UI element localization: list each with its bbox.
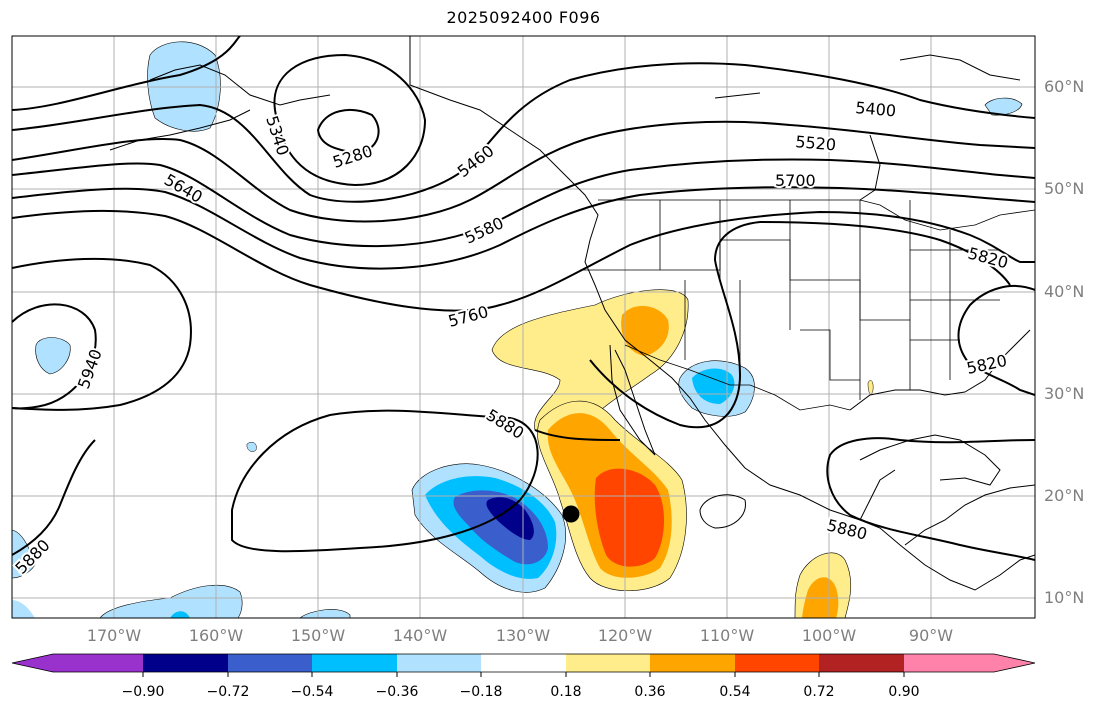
colorbar-bin xyxy=(566,654,650,672)
colorbar-tick-label: −0.36 xyxy=(375,684,419,700)
lon-label-100w: 100°W xyxy=(801,626,857,645)
contour-label: 5520 xyxy=(795,132,837,154)
colorbar-tick-label: −0.72 xyxy=(206,684,250,700)
height-contours xyxy=(12,36,1035,561)
colorbar-tick-label: 0.18 xyxy=(550,684,582,700)
contour-label: 5760 xyxy=(446,302,490,331)
colorbar-min-extend xyxy=(12,654,53,672)
colorbar-tick-label: 0.36 xyxy=(634,684,666,700)
contour-label: 5400 xyxy=(855,98,897,120)
coastlines xyxy=(109,36,1035,591)
colorbar-tick-label: 0.54 xyxy=(719,684,751,700)
political-borders xyxy=(409,36,1035,411)
lon-label-140w: 140°W xyxy=(392,626,448,645)
lat-label-20n: 20°N xyxy=(1044,486,1085,505)
contour-label: 5580 xyxy=(462,213,507,247)
colorbar-bin xyxy=(312,654,397,672)
colorbar-bin xyxy=(481,654,566,672)
lat-label-10n: 10°N xyxy=(1044,588,1085,607)
colorbar-tick-label: −0.90 xyxy=(121,684,165,700)
lon-label-130w: 130°W xyxy=(495,626,551,645)
lon-label-120w: 120°W xyxy=(597,626,653,645)
contour-label: 5640 xyxy=(161,170,206,207)
colorbar-tick-label: 0.90 xyxy=(888,684,920,700)
contour-label: 5460 xyxy=(454,141,498,181)
colorbar-tick-label: −0.18 xyxy=(459,684,503,700)
contour-label: 5820 xyxy=(965,351,1009,378)
colorbar-bin xyxy=(397,654,481,672)
colorbar-max-extend xyxy=(994,654,1035,672)
contour-label: 5280 xyxy=(330,141,375,172)
colorbar-tick-label: 0.72 xyxy=(803,684,835,700)
contour-label: 5700 xyxy=(775,171,816,190)
lon-label-170w: 170°W xyxy=(86,626,142,645)
lon-label-110w: 110°W xyxy=(699,626,755,645)
map-title: 2025092400 F096 xyxy=(446,8,601,27)
colorbar-bin xyxy=(53,654,143,672)
lat-label-40n: 40°N xyxy=(1044,282,1085,301)
contour-label: 5940 xyxy=(74,347,106,392)
colorbar-tick-label: −0.54 xyxy=(290,684,334,700)
colorbar-bin xyxy=(143,654,228,672)
colorbar-bin xyxy=(650,654,735,672)
lon-label-90w: 90°W xyxy=(908,626,954,645)
colorbar-bin xyxy=(904,654,994,672)
lon-label-160w: 160°W xyxy=(188,626,244,645)
map-frame xyxy=(11,35,1036,619)
storm-position-dot xyxy=(562,505,580,523)
contour-label: 5880 xyxy=(483,405,528,443)
lat-label-30n: 30°N xyxy=(1044,384,1085,403)
colorbar-outline xyxy=(11,653,1036,673)
contour-label: 5820 xyxy=(966,244,1010,273)
lon-label-150w: 150°W xyxy=(290,626,346,645)
colorbar xyxy=(11,653,1036,677)
lat-label-60n: 60°N xyxy=(1044,77,1085,96)
colorbar-bin xyxy=(819,654,904,672)
colorbar-bin xyxy=(735,654,819,672)
lat-label-50n: 50°N xyxy=(1044,179,1085,198)
colorbar-bin xyxy=(228,654,312,672)
